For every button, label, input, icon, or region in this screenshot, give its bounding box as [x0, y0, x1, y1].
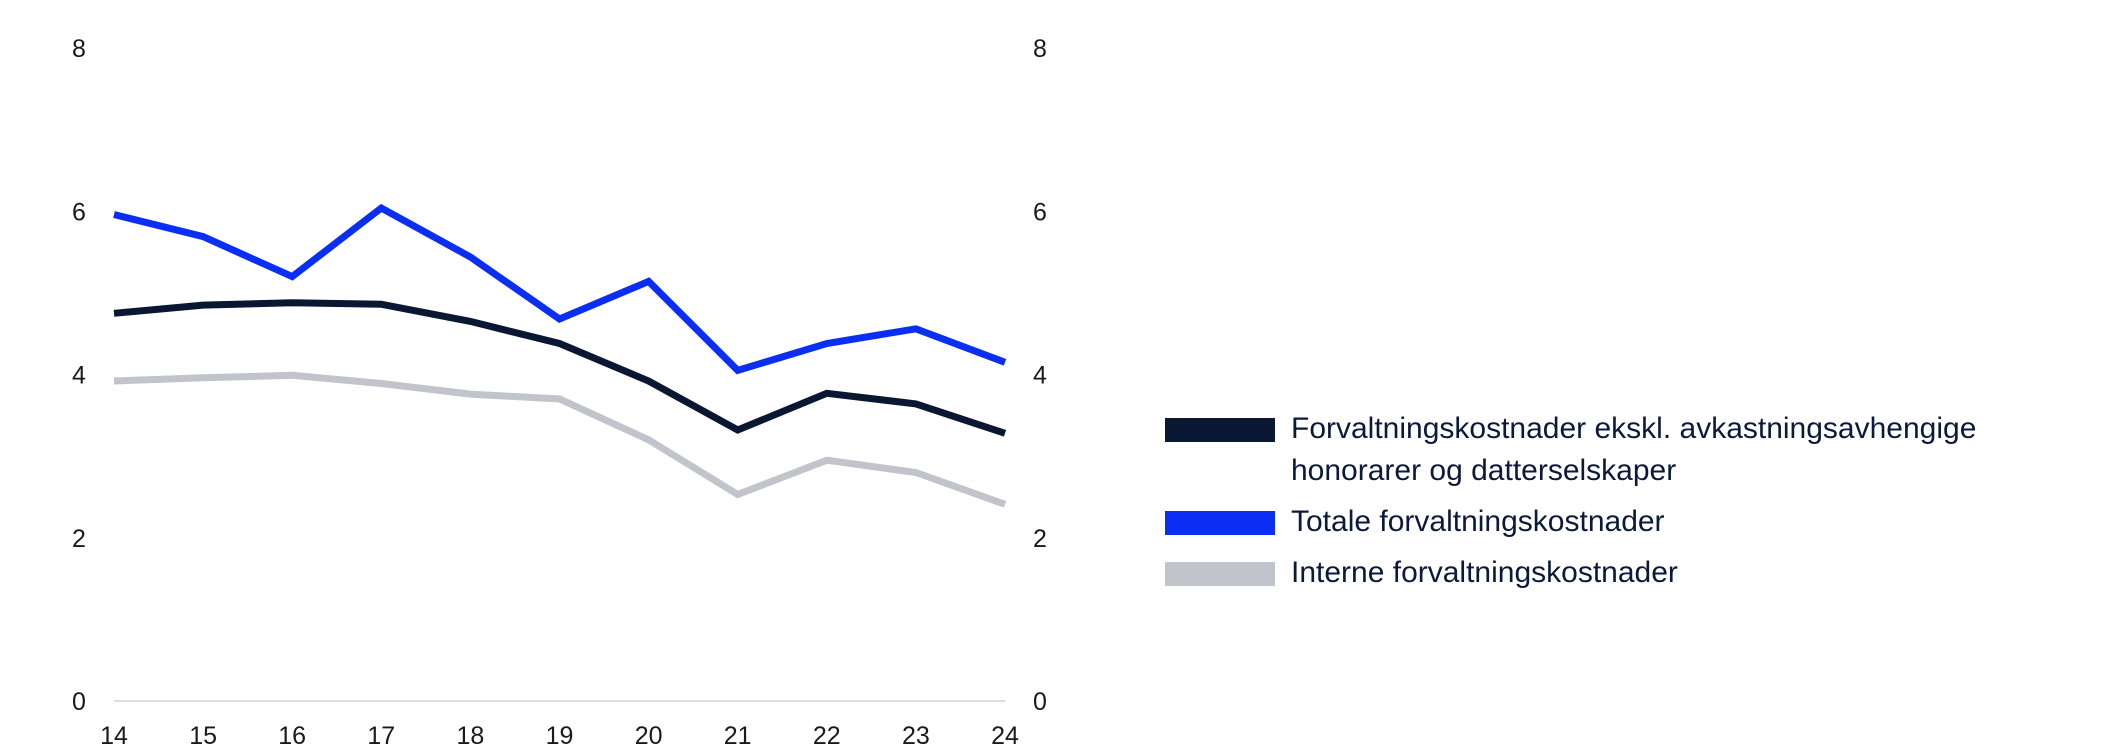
y-tick-right-1: 2	[1033, 525, 1047, 553]
series-line-1	[113, 203, 1007, 375]
legend-swatch-1	[1165, 511, 1275, 535]
y-tick-right-4: 8	[1033, 35, 1047, 63]
y-tick-left-4: 8	[72, 35, 86, 63]
legend-swatch-0	[1165, 418, 1275, 442]
series-line-2	[113, 371, 1007, 508]
legend-item-0: Forvaltningskostnader ekskl. avkastnings…	[1165, 408, 2105, 492]
legend-item-1: Totale forvaltningskostnader	[1165, 501, 2105, 543]
legend-item-2: Interne forvaltningskostnader	[1165, 552, 2105, 594]
x-tick-4: 18	[456, 722, 484, 750]
x-tick-0: 14	[100, 722, 128, 750]
legend: Forvaltningskostnader ekskl. avkastnings…	[1165, 408, 2105, 603]
y-tick-left-1: 2	[72, 525, 86, 553]
legend-label-1: Totale forvaltningskostnader	[1291, 505, 1665, 538]
y-tick-left-0: 0	[72, 688, 86, 716]
x-tick-7: 21	[724, 722, 752, 750]
x-tick-3: 17	[367, 722, 395, 750]
series-line-0	[113, 299, 1007, 437]
x-tick-1: 15	[189, 722, 217, 750]
y-tick-right-0: 0	[1033, 688, 1047, 716]
legend-label-0: Forvaltningskostnader ekskl. avkastnings…	[1291, 412, 1977, 487]
y-axis-left: 0 2 4 6 8	[72, 35, 86, 716]
y-tick-left-2: 4	[72, 362, 86, 390]
x-axis-ticks: 14 15 16 17 18 19 20 21 22 23 24	[100, 722, 1019, 750]
series-lines	[113, 203, 1007, 508]
x-tick-5: 19	[546, 722, 574, 750]
x-tick-9: 23	[902, 722, 930, 750]
x-tick-6: 20	[635, 722, 663, 750]
y-tick-right-2: 4	[1033, 362, 1047, 390]
x-tick-8: 22	[813, 722, 841, 750]
y-axis-right: 0 2 4 6 8	[1033, 35, 1047, 716]
y-tick-right-3: 6	[1033, 198, 1047, 226]
x-tick-10: 24	[991, 722, 1019, 750]
x-tick-2: 16	[278, 722, 306, 750]
legend-label-2: Interne forvaltningskostnader	[1291, 556, 1678, 589]
legend-swatch-2	[1165, 562, 1275, 586]
y-tick-left-3: 6	[72, 198, 86, 226]
